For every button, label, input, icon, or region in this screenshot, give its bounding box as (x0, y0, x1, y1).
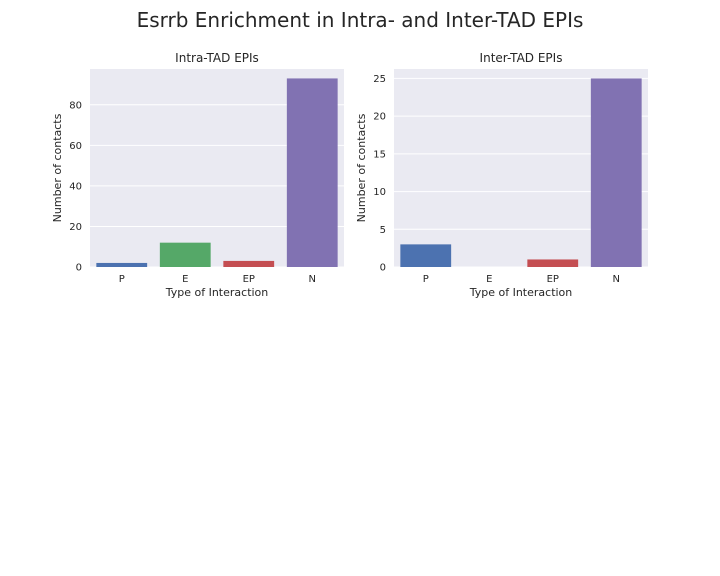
intra-xtick-label: EP (243, 274, 255, 285)
inter-bar-ep (527, 259, 579, 267)
inter-chart-title: Inter-TAD EPIs (480, 51, 563, 65)
intra-bar-ep (223, 260, 275, 267)
intra-ytick-label: 60 (69, 141, 82, 152)
intra-chart-title: Intra-TAD EPIs (175, 51, 259, 65)
intra-x-axis-label: Type of Interaction (165, 286, 269, 299)
inter-y-axis-label: Number of contacts (355, 113, 368, 222)
intra-xtick-label: P (119, 274, 125, 285)
intra-bar-e (159, 242, 211, 267)
inter-ytick-label: 25 (373, 74, 386, 85)
intra-xtick-label: E (182, 274, 188, 285)
inter-xtick-label: N (613, 274, 620, 285)
figure-title: Esrrb Enrichment in Intra- and Inter-TAD… (136, 8, 584, 32)
inter-ytick-label: 0 (380, 263, 386, 274)
intra-y-axis-label: Number of contacts (51, 113, 64, 222)
inter-bar-n (590, 78, 642, 267)
intra-ytick-label: 80 (69, 100, 82, 111)
intra-xtick-label: N (309, 274, 316, 285)
inter-ytick-label: 20 (373, 112, 386, 123)
intra-ytick-label: 20 (69, 222, 82, 233)
inter-ytick-label: 5 (380, 225, 386, 236)
inter-xtick-label: EP (547, 274, 559, 285)
inter-bar-p (400, 244, 452, 267)
inter-xtick-label: E (486, 274, 492, 285)
inter-ytick-label: 10 (373, 187, 386, 198)
inter-ytick-label: 15 (373, 149, 386, 160)
intra-bar-p (96, 262, 148, 267)
inter-x-axis-label: Type of Interaction (469, 286, 573, 299)
inter-xtick-label: P (423, 274, 429, 285)
intra-ytick-label: 0 (76, 263, 82, 274)
intra-bar-n (286, 78, 338, 267)
intra-ytick-label: 40 (69, 181, 82, 192)
